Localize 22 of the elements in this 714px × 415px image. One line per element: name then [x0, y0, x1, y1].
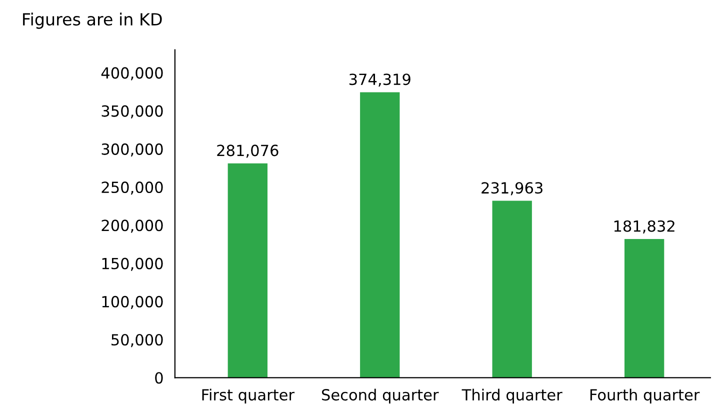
y-tick-label: 400,000 — [101, 67, 163, 80]
y-tick-label: 50,000 — [112, 334, 163, 348]
y-tick-label: 200,000 — [102, 220, 163, 233]
data-label: 374,319 — [349, 74, 410, 87]
y-tick-label: 100,000 — [102, 296, 163, 309]
x-tick-label: Third quarter — [462, 388, 562, 404]
x-tick-label: Fourth quarter — [590, 388, 700, 404]
x-tick-label: First quarter — [202, 388, 295, 404]
y-tick-label: 300,000 — [102, 143, 163, 156]
bar — [624, 239, 664, 378]
y-tick-label: 150,000 — [102, 258, 163, 271]
y-tick-label: 0 — [155, 372, 163, 384]
y-tick-label: 350,000 — [102, 105, 163, 118]
y-tick-label: 250,000 — [102, 182, 163, 195]
x-tick-label: Second quarter — [322, 388, 439, 404]
bar — [228, 163, 268, 378]
data-label: 231,963 — [482, 182, 542, 196]
bar — [492, 200, 532, 378]
data-label: 181,832 — [614, 220, 674, 234]
bar — [360, 92, 400, 378]
chart-title: Figures are in KD — [23, 12, 162, 29]
data-label: 281,076 — [217, 144, 278, 158]
